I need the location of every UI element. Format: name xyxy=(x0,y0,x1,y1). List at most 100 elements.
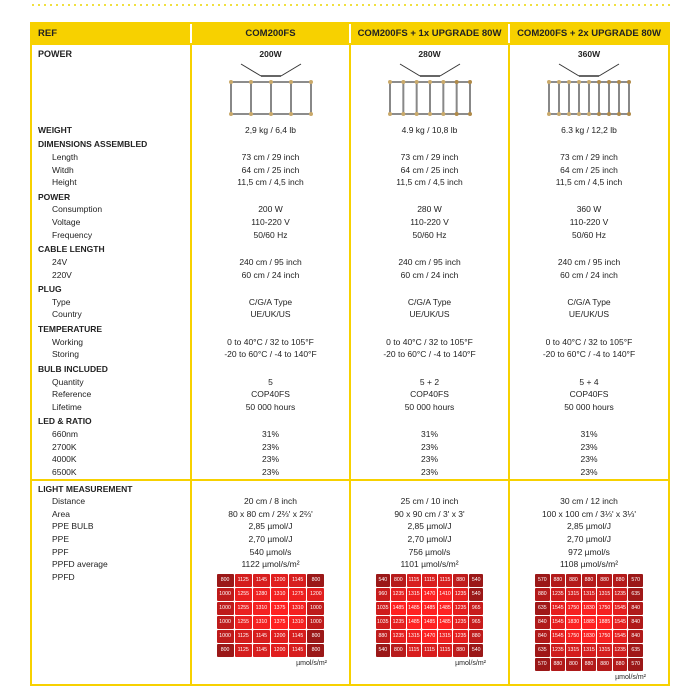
ppfd-cell: 1375 xyxy=(271,602,288,615)
ppfd-cell: 1485 xyxy=(438,616,453,629)
ppfd-cell: 1750 xyxy=(597,602,612,615)
ppfd-cell: 840 xyxy=(628,630,643,643)
ppfd-cell: 1235 xyxy=(391,616,406,629)
spec-value: 23% xyxy=(191,441,350,454)
spec-sublabel: Quantity xyxy=(32,376,191,389)
spec-row: PPF 540 µmol/s 756 µmol/s 972 µmol/s xyxy=(32,546,668,559)
product-image xyxy=(539,62,639,118)
ppfd-cell: 800 xyxy=(307,574,324,587)
spec-row: Area 80 x 80 cm / 2⅔' x 2⅔' 90 x 90 cm /… xyxy=(32,508,668,521)
spec-value: 1101 µmol/s/m² xyxy=(350,558,509,571)
spec-row: Reference COP40FS COP40FS COP40FS xyxy=(32,388,668,401)
spec-value: -20 to 60°C / -4 to 140°F xyxy=(191,348,350,361)
ppfd-cell: 1310 xyxy=(253,602,270,615)
ppfd-cell: 1315 xyxy=(582,644,597,657)
ppfd-cell: 1310 xyxy=(271,588,288,601)
spec-value: 25 cm / 10 inch xyxy=(350,495,509,508)
ppfd-cell: 800 xyxy=(566,658,581,671)
ppfd-cell: 1145 xyxy=(289,630,306,643)
ppfd-cell: 570 xyxy=(535,658,550,671)
ppfd-cell: 1145 xyxy=(253,630,270,643)
ppfd-heatmap: 8001125114512001145800100012551280131012… xyxy=(217,574,325,657)
ppfd-cell: 1145 xyxy=(289,644,306,657)
ppfd-cell: 1200 xyxy=(307,588,324,601)
spec-sublabel: Reference xyxy=(32,388,191,401)
ppfd-cell: 1255 xyxy=(235,602,252,615)
ppfd-cell: 1235 xyxy=(551,644,566,657)
spec-row: Storing -20 to 60°C / -4 to 140°F -20 to… xyxy=(32,348,668,361)
ppfd-cell: 570 xyxy=(628,574,643,587)
ppfd-cell: 1750 xyxy=(566,630,581,643)
section-header: DIMENSIONS ASSEMBLED xyxy=(32,136,668,151)
spec-value: 0 to 40°C / 32 to 105°F xyxy=(191,336,350,349)
spec-sublabel: Height xyxy=(32,176,191,189)
spec-value: 64 cm / 25 inch xyxy=(509,164,668,177)
ppfd-cell: 1145 xyxy=(289,574,306,587)
spec-value: 30 cm / 12 inch xyxy=(509,495,668,508)
power-label: POWER xyxy=(32,44,191,124)
ppfd-cell: 1485 xyxy=(438,602,453,615)
ppfd-cell: 540 xyxy=(469,574,484,587)
spec-row: Consumption 200 W 280 W 360 W xyxy=(32,203,668,216)
spec-value: 23% xyxy=(350,441,509,454)
spec-value: 1108 µmol/s/m² xyxy=(509,558,668,571)
ppfd-cell: 1000 xyxy=(307,616,324,629)
power-row: POWER200W 280W 360W xyxy=(32,44,668,124)
spec-value: 60 cm / 24 inch xyxy=(191,269,350,282)
ppfd-cell: 1470 xyxy=(422,630,437,643)
spec-value: 240 cm / 95 inch xyxy=(509,256,668,269)
spec-value: 80 x 80 cm / 2⅔' x 2⅔' xyxy=(191,508,350,521)
ppfd-heatmap: 5408001115111511158805409601235131514701… xyxy=(376,574,484,657)
spec-value: 110-220 V xyxy=(509,216,668,229)
ppfd-cell: 1235 xyxy=(391,588,406,601)
spec-value: 972 µmol/s xyxy=(509,546,668,559)
ppfd-cell: 1485 xyxy=(407,602,422,615)
spec-value: 0 to 40°C / 32 to 105°F xyxy=(350,336,509,349)
ppfd-cell: 1115 xyxy=(407,644,422,657)
spec-value: UE/UK/US xyxy=(350,308,509,321)
ppfd-cell: 1145 xyxy=(253,574,270,587)
spec-table: REF COM200FS COM200FS + 1x UPGRADE 80W C… xyxy=(32,24,668,684)
spec-sublabel: Voltage xyxy=(32,216,191,229)
ppfd-cell: 635 xyxy=(535,602,550,615)
ppfd-cell: 880 xyxy=(597,574,612,587)
spec-sublabel: Consumption xyxy=(32,203,191,216)
ppfd-cell: 1255 xyxy=(235,588,252,601)
spec-value: 31% xyxy=(350,428,509,441)
spec-value: 2,85 µmol/J xyxy=(350,520,509,533)
header-model-2: COM200FS + 2x UPGRADE 80W xyxy=(509,24,668,44)
section-label: PLUG xyxy=(32,281,191,296)
spec-value: 110-220 V xyxy=(191,216,350,229)
ppfd-cell: 1545 xyxy=(613,616,628,629)
ppfd-cell: 800 xyxy=(391,644,406,657)
ppfd-cell: 880 xyxy=(469,630,484,643)
ppfd-cell: 880 xyxy=(566,574,581,587)
ppfd-cell: 1410 xyxy=(438,588,453,601)
ppfd-cell: 1830 xyxy=(566,616,581,629)
spec-row: Witdh 64 cm / 25 inch 64 cm / 25 inch 64… xyxy=(32,164,668,177)
ppfd-cell: 1750 xyxy=(566,602,581,615)
ppfd-cell: 1255 xyxy=(235,616,252,629)
ppfd-cell-container: 5708808808808808805708801235131513151315… xyxy=(509,571,668,684)
product-image xyxy=(221,62,321,118)
spec-value: 23% xyxy=(509,441,668,454)
ppfd-cell: 965 xyxy=(469,602,484,615)
power-cell: 360W xyxy=(509,44,668,124)
ppfd-cell: 1235 xyxy=(453,616,468,629)
ppfd-cell: 1310 xyxy=(289,602,306,615)
ppfd-cell: 1235 xyxy=(453,602,468,615)
spec-value: 31% xyxy=(509,428,668,441)
ppfd-cell: 1200 xyxy=(271,630,288,643)
ppfd-cell: 965 xyxy=(469,616,484,629)
spec-value: 73 cm / 29 inch xyxy=(509,151,668,164)
ppfd-cell: 635 xyxy=(535,644,550,657)
ppfd-cell: 1125 xyxy=(235,644,252,657)
ppfd-cell: 800 xyxy=(217,644,234,657)
spec-row: Quantity 5 5 + 2 5 + 4 xyxy=(32,376,668,389)
ppfd-unit: µmol/s/m² xyxy=(196,659,345,669)
spec-row: Lifetime 50 000 hours 50 000 hours 50 00… xyxy=(32,401,668,414)
spec-value: 60 cm / 24 inch xyxy=(509,269,668,282)
section-header: BULB INCLUDED xyxy=(32,361,668,376)
spec-value: -20 to 60°C / -4 to 140°F xyxy=(350,348,509,361)
ppfd-cell: 1000 xyxy=(307,602,324,615)
